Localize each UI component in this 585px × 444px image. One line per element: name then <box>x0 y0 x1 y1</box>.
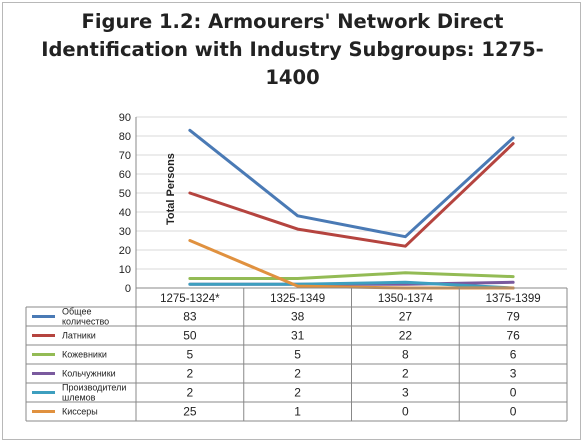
chart-frame <box>2 2 581 440</box>
x-category-label: 1375-1399 <box>486 293 541 305</box>
series-line-5 <box>188 280 515 290</box>
y-tick-label: 30 <box>119 226 131 238</box>
series-line-3 <box>188 271 515 280</box>
series-line-2 <box>188 142 515 248</box>
data-label: 50 <box>183 329 197 343</box>
data-label: 2 <box>187 367 194 381</box>
chart-title: Figure 1.2: Armourers' Network Direct Id… <box>0 8 585 92</box>
data-label: 2 <box>402 367 409 381</box>
series-label: Кожевники <box>62 350 107 360</box>
y-tick-label: 0 <box>125 283 131 295</box>
grid-lines <box>135 116 567 289</box>
data-label: 27 <box>399 310 413 324</box>
y-tick-label: 50 <box>119 188 131 200</box>
data-label: 83 <box>183 310 197 324</box>
series-label: Общее <box>62 307 91 317</box>
x-category-label: 1275-1324* <box>160 293 220 305</box>
data-label: 0 <box>510 386 517 400</box>
data-label: 3 <box>402 386 409 400</box>
series-label: количество <box>62 317 109 327</box>
y-tick-label: 70 <box>119 150 131 162</box>
data-label: 1 <box>294 405 301 419</box>
data-label: 8 <box>402 348 409 362</box>
data-label: 79 <box>506 310 520 324</box>
y-tick-label: 20 <box>119 245 131 257</box>
y-axis-label: Total Persons <box>165 153 177 225</box>
data-label: 2 <box>187 386 194 400</box>
y-axis-tick-labels: 0 10 20 30 40 50 60 70 80 90 <box>119 112 131 295</box>
y-tick-label: 80 <box>119 131 131 143</box>
data-label: 0 <box>402 405 409 419</box>
series-label: шлемов <box>62 393 96 403</box>
data-label: 31 <box>291 329 305 343</box>
series-line-6 <box>188 239 515 290</box>
data-label: 76 <box>506 329 520 343</box>
data-label: 3 <box>510 367 517 381</box>
data-label: 5 <box>187 348 194 362</box>
series-label: Киссеры <box>62 407 98 417</box>
x-category-label: 1325-1349 <box>270 293 325 305</box>
data-label: 2 <box>294 367 301 381</box>
y-tick-label: 40 <box>119 207 131 219</box>
data-label: 5 <box>294 348 301 362</box>
data-label: 25 <box>183 405 197 419</box>
y-tick-label: 10 <box>119 264 131 276</box>
series-line-1 <box>188 128 515 239</box>
x-category-label: 1350-1374 <box>378 293 434 305</box>
y-tick-label: 90 <box>119 112 131 124</box>
series-label: Производители <box>62 383 126 393</box>
series-label: Латники <box>62 331 96 341</box>
data-label: 0 <box>510 405 517 419</box>
y-tick-label: 60 <box>119 169 131 181</box>
series-lines <box>188 128 515 290</box>
data-label: 2 <box>294 386 301 400</box>
data-table: 1275-1324* 1325-1349 1350-1374 1375-1399 Общ… <box>25 287 568 422</box>
chart-title-line-1: Figure 1.2: Armourers' Network Direct <box>81 10 504 33</box>
data-label: 38 <box>291 310 305 324</box>
data-label: 22 <box>399 329 413 343</box>
chart-title-line-2: Identification with Industry Subgroups: … <box>41 38 544 61</box>
chart-title-line-3: 1400 <box>265 66 320 89</box>
series-label: Кольчужники <box>62 369 116 379</box>
data-label: 6 <box>510 348 517 362</box>
